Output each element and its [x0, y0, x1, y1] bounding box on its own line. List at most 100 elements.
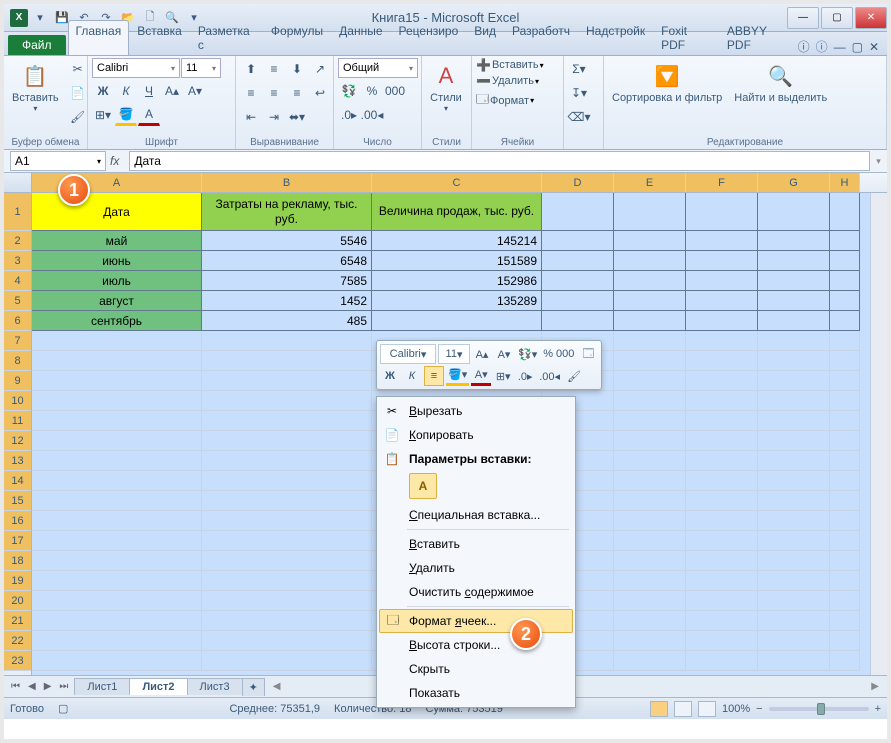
select-all-corner[interactable] [4, 173, 31, 193]
cell[interactable] [614, 351, 686, 371]
cell[interactable] [830, 431, 860, 451]
cell[interactable] [542, 193, 614, 231]
fx-icon[interactable]: fx [110, 154, 119, 168]
ctx-copy[interactable]: 📄Копировать [379, 423, 573, 447]
view-normal-icon[interactable] [650, 701, 668, 717]
row-header-6[interactable]: 6 [4, 311, 31, 331]
align-middle-icon[interactable]: ≡ [263, 58, 285, 80]
ribbon-tab-9[interactable]: Foxit PDF [653, 20, 719, 55]
cell[interactable] [202, 471, 372, 491]
cell[interactable]: 145214 [372, 231, 542, 251]
bold-button[interactable]: Ж [92, 80, 114, 102]
cell[interactable] [202, 391, 372, 411]
cells-format-icon[interactable]: 🗔 [476, 90, 489, 111]
cell[interactable] [758, 491, 830, 511]
cell[interactable] [758, 193, 830, 231]
cell[interactable] [830, 271, 860, 291]
cell[interactable] [758, 571, 830, 591]
cell[interactable] [542, 251, 614, 271]
clear-icon[interactable]: ⌫▾ [568, 106, 590, 128]
paste-option-all[interactable]: A [409, 473, 437, 499]
cell[interactable]: 7585 [202, 271, 372, 291]
cell[interactable] [614, 531, 686, 551]
name-box[interactable]: A1▾ [10, 151, 106, 171]
cell[interactable] [32, 411, 202, 431]
cell[interactable] [758, 311, 830, 331]
cell[interactable] [686, 291, 758, 311]
cell[interactable]: 5546 [202, 231, 372, 251]
cell[interactable]: 1452 [202, 291, 372, 311]
cell[interactable] [614, 371, 686, 391]
sheet-last-icon[interactable]: ⏭ [56, 681, 71, 692]
cell[interactable] [686, 551, 758, 571]
mini-painter-icon[interactable]: 🖌 [564, 366, 584, 386]
fill-icon[interactable]: ↧▾ [568, 82, 590, 104]
cell[interactable]: май [32, 231, 202, 251]
row-header-12[interactable]: 12 [4, 431, 31, 451]
cell[interactable] [686, 631, 758, 651]
mini-dec-dec-icon[interactable]: .00◂ [537, 366, 562, 386]
sheet-next-icon[interactable]: ▶ [41, 681, 55, 692]
cell[interactable]: Величина продаж, тыс. руб. [372, 193, 542, 231]
qat-dropdown-icon[interactable]: ▾ [30, 8, 50, 28]
mini-cond-format-icon[interactable]: 🗔 [578, 344, 598, 364]
ribbon-tab-4[interactable]: Данные [331, 20, 390, 55]
cells-insert-label[interactable]: Вставить [492, 59, 539, 71]
ctx-hide[interactable]: Скрыть [379, 657, 573, 681]
view-layout-icon[interactable] [674, 701, 692, 717]
mini-percent-icon[interactable]: % 000 [541, 344, 576, 364]
cell[interactable] [686, 391, 758, 411]
cell[interactable] [830, 471, 860, 491]
cell[interactable] [32, 471, 202, 491]
cell[interactable] [614, 651, 686, 671]
cell[interactable] [614, 193, 686, 231]
ctx-paste-special[interactable]: Специальная вставка... [379, 503, 573, 527]
maximize-button[interactable]: ▢ [821, 7, 853, 29]
cell[interactable] [758, 451, 830, 471]
row-header-15[interactable]: 15 [4, 491, 31, 511]
row-header-2[interactable]: 2 [4, 231, 31, 251]
cell[interactable] [32, 491, 202, 511]
underline-button[interactable]: Ч [138, 80, 160, 102]
cell[interactable] [686, 271, 758, 291]
cell[interactable] [32, 591, 202, 611]
cell[interactable] [202, 491, 372, 511]
cell[interactable] [32, 651, 202, 671]
cell[interactable] [758, 511, 830, 531]
cell[interactable] [542, 291, 614, 311]
cell[interactable]: Дата [32, 193, 202, 231]
cell[interactable] [32, 531, 202, 551]
cell[interactable]: 151589 [372, 251, 542, 271]
cell[interactable] [202, 331, 372, 351]
cells-delete-icon[interactable]: ➖ [476, 74, 491, 88]
cell[interactable]: июнь [32, 251, 202, 271]
cell[interactable] [614, 611, 686, 631]
cell[interactable] [830, 391, 860, 411]
formula-input[interactable]: Дата [129, 151, 870, 171]
cell[interactable] [202, 431, 372, 451]
cell[interactable] [686, 491, 758, 511]
cell[interactable] [830, 611, 860, 631]
sheet-prev-icon[interactable]: ◀ [25, 681, 39, 692]
cell[interactable] [758, 471, 830, 491]
cells-format-label[interactable]: Формат [490, 95, 529, 107]
mini-inc-dec-icon[interactable]: .0▸ [515, 366, 535, 386]
cell[interactable] [758, 251, 830, 271]
sort-filter-button[interactable]: 🔽 Сортировка и фильтр [608, 58, 726, 106]
cell[interactable] [614, 391, 686, 411]
cell[interactable] [686, 531, 758, 551]
cell[interactable] [686, 591, 758, 611]
cell[interactable] [686, 471, 758, 491]
cell[interactable] [542, 231, 614, 251]
ctx-insert[interactable]: Вставить [379, 532, 573, 556]
cell[interactable] [758, 231, 830, 251]
cell[interactable] [32, 451, 202, 471]
cell[interactable]: 6548 [202, 251, 372, 271]
col-header-B[interactable]: B [202, 173, 372, 192]
cell[interactable] [32, 331, 202, 351]
doc-minimize-icon[interactable]: — [834, 40, 846, 54]
cell[interactable] [32, 551, 202, 571]
col-header-G[interactable]: G [758, 173, 830, 192]
cell[interactable] [686, 431, 758, 451]
close-button[interactable]: ✕ [855, 7, 887, 29]
